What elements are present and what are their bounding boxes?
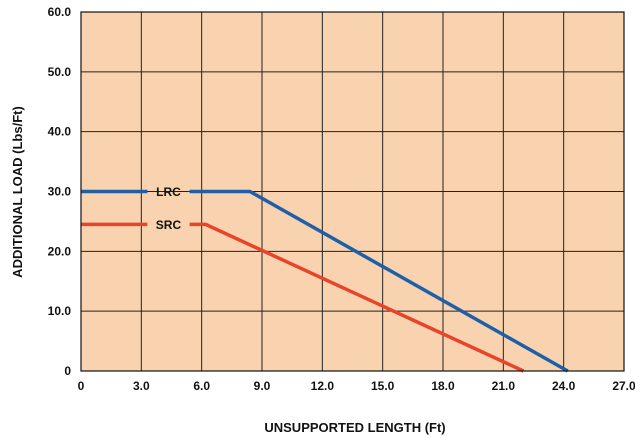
y-tick-label: 30.0: [48, 185, 72, 199]
x-axis-title: UNSUPPORTED LENGTH (Ft): [264, 420, 445, 435]
x-tick-label: 21.0: [492, 379, 516, 393]
series-line-lrc: [189, 189, 569, 373]
x-tick-label: 27.0: [612, 379, 635, 393]
x-tick-label: 9.0: [254, 379, 271, 393]
plot-frame: [80, 11, 625, 372]
y-tick-label: 0: [64, 364, 71, 378]
x-tick-label: 15.0: [371, 379, 395, 393]
series-line-src: [189, 222, 525, 373]
x-tick-label: 3.0: [133, 379, 150, 393]
y-tick-label: 20.0: [48, 244, 72, 258]
x-tick-label: 6.0: [193, 379, 210, 393]
plot-border: [80, 11, 625, 372]
series-label-src: SRC: [156, 218, 182, 232]
y-tick-label: 50.0: [48, 65, 72, 79]
y-axis-title: ADDITIONAL LOAD (Lbs/Ft): [10, 106, 25, 278]
x-tick-label: 12.0: [311, 379, 335, 393]
x-tick-labels: 0 3.0 6.0 9.0 12.0 15.0 18.0 21.0 24.0 27.0: [78, 379, 635, 393]
y-tick-label: 60.0: [48, 5, 72, 19]
x-tick-label: 0: [78, 379, 85, 393]
x-tick-label: 24.0: [552, 379, 576, 393]
series-label-lrc: LRC: [156, 185, 181, 199]
series-lines: LRC SRC: [81, 185, 569, 373]
x-tick-label: 18.0: [431, 379, 455, 393]
y-tick-label: 10.0: [48, 304, 72, 318]
y-tick-labels: 0 10.0 20.0 30.0 40.0 50.0 60.0: [48, 5, 72, 378]
y-tick-label: 40.0: [48, 125, 72, 139]
